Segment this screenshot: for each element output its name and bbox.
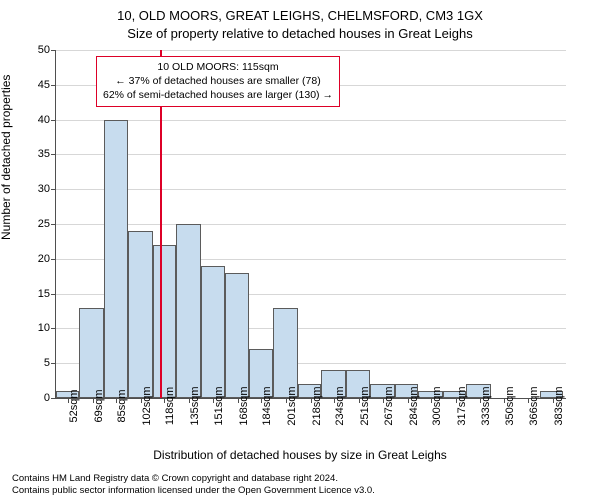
footer-line-2: Contains public sector information licen…	[12, 485, 375, 497]
y-tick-label: 15	[26, 288, 50, 300]
annotation-line-3: 62% of semi-detached houses are larger (…	[103, 88, 333, 102]
y-axis-label: Number of detached properties	[0, 75, 13, 240]
histogram-bar	[225, 273, 250, 398]
y-tick-label: 30	[26, 183, 50, 195]
annotation-line-1: 10 OLD MOORS: 115sqm	[103, 60, 333, 74]
x-tick-label: 383sqm	[553, 386, 565, 425]
histogram-bar	[104, 120, 127, 398]
gridline	[56, 50, 566, 51]
x-tick-label: 184sqm	[261, 386, 273, 425]
x-tick-label: 350sqm	[504, 386, 516, 425]
x-tick-label: 366sqm	[528, 386, 540, 425]
x-tick-label: 251sqm	[359, 386, 371, 425]
histogram-bar	[176, 224, 201, 398]
x-tick-label: 317sqm	[456, 386, 468, 425]
chart-title-line-1: 10, OLD MOORS, GREAT LEIGHS, CHELMSFORD,…	[0, 8, 600, 23]
x-tick-label: 218sqm	[311, 386, 323, 425]
gridline	[56, 120, 566, 121]
y-tick-mark	[51, 259, 56, 260]
x-tick-label: 135sqm	[189, 386, 201, 425]
annotation-line-2: ← 37% of detached houses are smaller (78…	[103, 74, 333, 88]
y-tick-mark	[51, 154, 56, 155]
x-axis-label: Distribution of detached houses by size …	[0, 448, 600, 462]
y-tick-mark	[51, 398, 56, 399]
x-tick-label: 284sqm	[408, 386, 420, 425]
x-tick-label: 52sqm	[68, 389, 80, 422]
x-tick-label: 201sqm	[286, 386, 298, 425]
gridline	[56, 154, 566, 155]
x-tick-label: 300sqm	[431, 386, 443, 425]
gridline	[56, 224, 566, 225]
footer-attribution: Contains HM Land Registry data © Crown c…	[12, 473, 375, 497]
y-tick-label: 20	[26, 253, 50, 265]
y-tick-label: 45	[26, 79, 50, 91]
x-tick-label: 118sqm	[164, 387, 176, 425]
gridline	[56, 189, 566, 190]
y-tick-label: 25	[26, 218, 50, 230]
y-tick-label: 40	[26, 114, 50, 126]
x-tick-label: 69sqm	[93, 389, 105, 422]
annotation-box: 10 OLD MOORS: 115sqm ← 37% of detached h…	[96, 56, 340, 107]
y-tick-label: 0	[26, 392, 50, 404]
chart-title-line-2: Size of property relative to detached ho…	[0, 26, 600, 41]
plot-area: 05101520253035404550 10 OLD MOORS: 115sq…	[55, 50, 566, 399]
histogram-bar	[128, 231, 153, 398]
x-tick-label: 267sqm	[383, 386, 395, 425]
histogram-bar	[273, 308, 298, 398]
y-tick-mark	[51, 120, 56, 121]
x-tick-label: 333sqm	[480, 386, 492, 425]
histogram-bar	[201, 266, 224, 398]
y-tick-label: 50	[26, 44, 50, 56]
histogram-bar	[153, 245, 176, 398]
y-tick-mark	[51, 224, 56, 225]
y-tick-label: 5	[26, 357, 50, 369]
x-tick-label: 234sqm	[334, 386, 346, 425]
y-tick-mark	[51, 363, 56, 364]
y-tick-mark	[51, 85, 56, 86]
y-tick-mark	[51, 294, 56, 295]
y-tick-label: 35	[26, 148, 50, 160]
y-tick-mark	[51, 50, 56, 51]
x-tick-label: 151sqm	[213, 386, 225, 425]
x-tick-label: 102sqm	[141, 386, 153, 425]
y-tick-mark	[51, 189, 56, 190]
y-tick-label: 10	[26, 322, 50, 334]
y-tick-mark	[51, 328, 56, 329]
histogram-bar	[79, 308, 104, 398]
x-tick-label: 168sqm	[238, 386, 250, 425]
x-tick-label: 85sqm	[116, 389, 128, 422]
footer-line-1: Contains HM Land Registry data © Crown c…	[12, 473, 375, 485]
chart-container: { "title_line_1": "10, OLD MOORS, GREAT …	[0, 0, 600, 500]
